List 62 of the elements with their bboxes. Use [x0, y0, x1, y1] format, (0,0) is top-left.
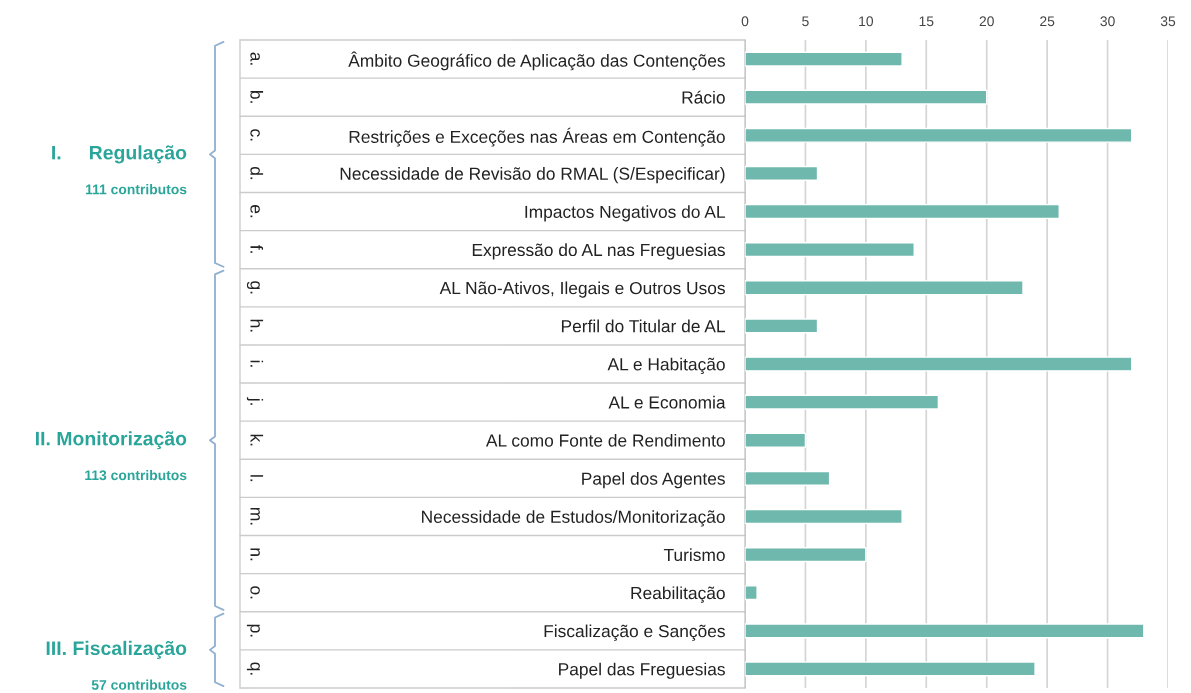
bar [745, 623, 1145, 639]
text: II. Monitorização 113 contributos [35, 431, 187, 481]
y-tick-label: AL Não-Ativos, Ilegais e Outros Usos [439, 281, 725, 298]
text: a. [250, 52, 260, 65]
x-tick-label: 30 [1100, 16, 1115, 27]
x-tick-label: 0 [741, 16, 749, 27]
bar [745, 127, 1133, 143]
text: k. [250, 434, 264, 446]
bar [745, 470, 831, 486]
bar [745, 585, 758, 601]
bar [745, 242, 915, 258]
bar [745, 165, 819, 181]
y-tick-label: AL e Economia [608, 395, 726, 409]
bar [745, 89, 988, 105]
bar [745, 280, 1024, 296]
x-tick-label: 35 [1160, 16, 1176, 27]
text: d. [250, 166, 264, 180]
bar [745, 51, 903, 67]
bar [745, 318, 819, 334]
text: j. [246, 397, 264, 405]
text: e. [250, 205, 260, 218]
text: q. [246, 662, 260, 675]
x-tick-label: 5 [802, 16, 809, 27]
y-tick-label: Fiscalização e Sanções [544, 624, 725, 641]
y-tick-label: AL e Habitação [607, 357, 725, 374]
text: c. [250, 129, 260, 141]
y-tick-label: Papel dos Agentes [582, 472, 725, 489]
text: h. [250, 319, 264, 332]
y-tick-label: Necessidade de Estudos/Monitorização [422, 510, 725, 527]
text: f. [250, 245, 264, 253]
y-tick-label: Necessidade de Revisão do RMAL (S/Especificar) [340, 167, 725, 184]
y-tick-label: Perfil do Titular de AL [561, 319, 725, 333]
text: III. Fiscalização 57 contributos [46, 640, 187, 690]
text: g. [246, 281, 260, 294]
text: l. [250, 475, 264, 482]
text: b. [250, 91, 264, 103]
x-tick-label: 10 [859, 16, 874, 27]
bar [745, 203, 1060, 220]
y-tick-label: Rácio [682, 90, 725, 104]
y-tick-label: Papel das Freguesias [559, 662, 725, 679]
y-tick-label: Impactos Negativos do AL [525, 205, 725, 222]
x-tick-label: 20 [979, 16, 994, 27]
text: o. [250, 586, 260, 599]
bar [745, 547, 867, 563]
bar [745, 508, 903, 525]
text: i. [250, 360, 264, 367]
x-tick-label: 25 [1040, 16, 1055, 27]
y-tick-label: Restrições e Exceções nas Áreas em Contenção [349, 127, 725, 147]
y-tick-label: Reabilitação [631, 586, 725, 603]
x-tick-label: 15 [919, 16, 934, 27]
bar [745, 661, 1036, 677]
y-tick-label: AL como Fonte de Rendimento [485, 433, 725, 447]
bar [745, 394, 940, 410]
bar [745, 356, 1133, 372]
y-tick-label: Expressão do AL nas Freguesias [472, 243, 725, 260]
text: m. [250, 507, 260, 525]
y-tick-label: Turismo [663, 548, 725, 562]
text: n. [250, 548, 260, 561]
y-tick-label: Âmbito Geográfico de Aplicação das Contenções [348, 51, 725, 71]
text: I. Regulação 111 contributos [52, 145, 187, 195]
bar [745, 432, 807, 448]
text: p. [246, 624, 260, 637]
